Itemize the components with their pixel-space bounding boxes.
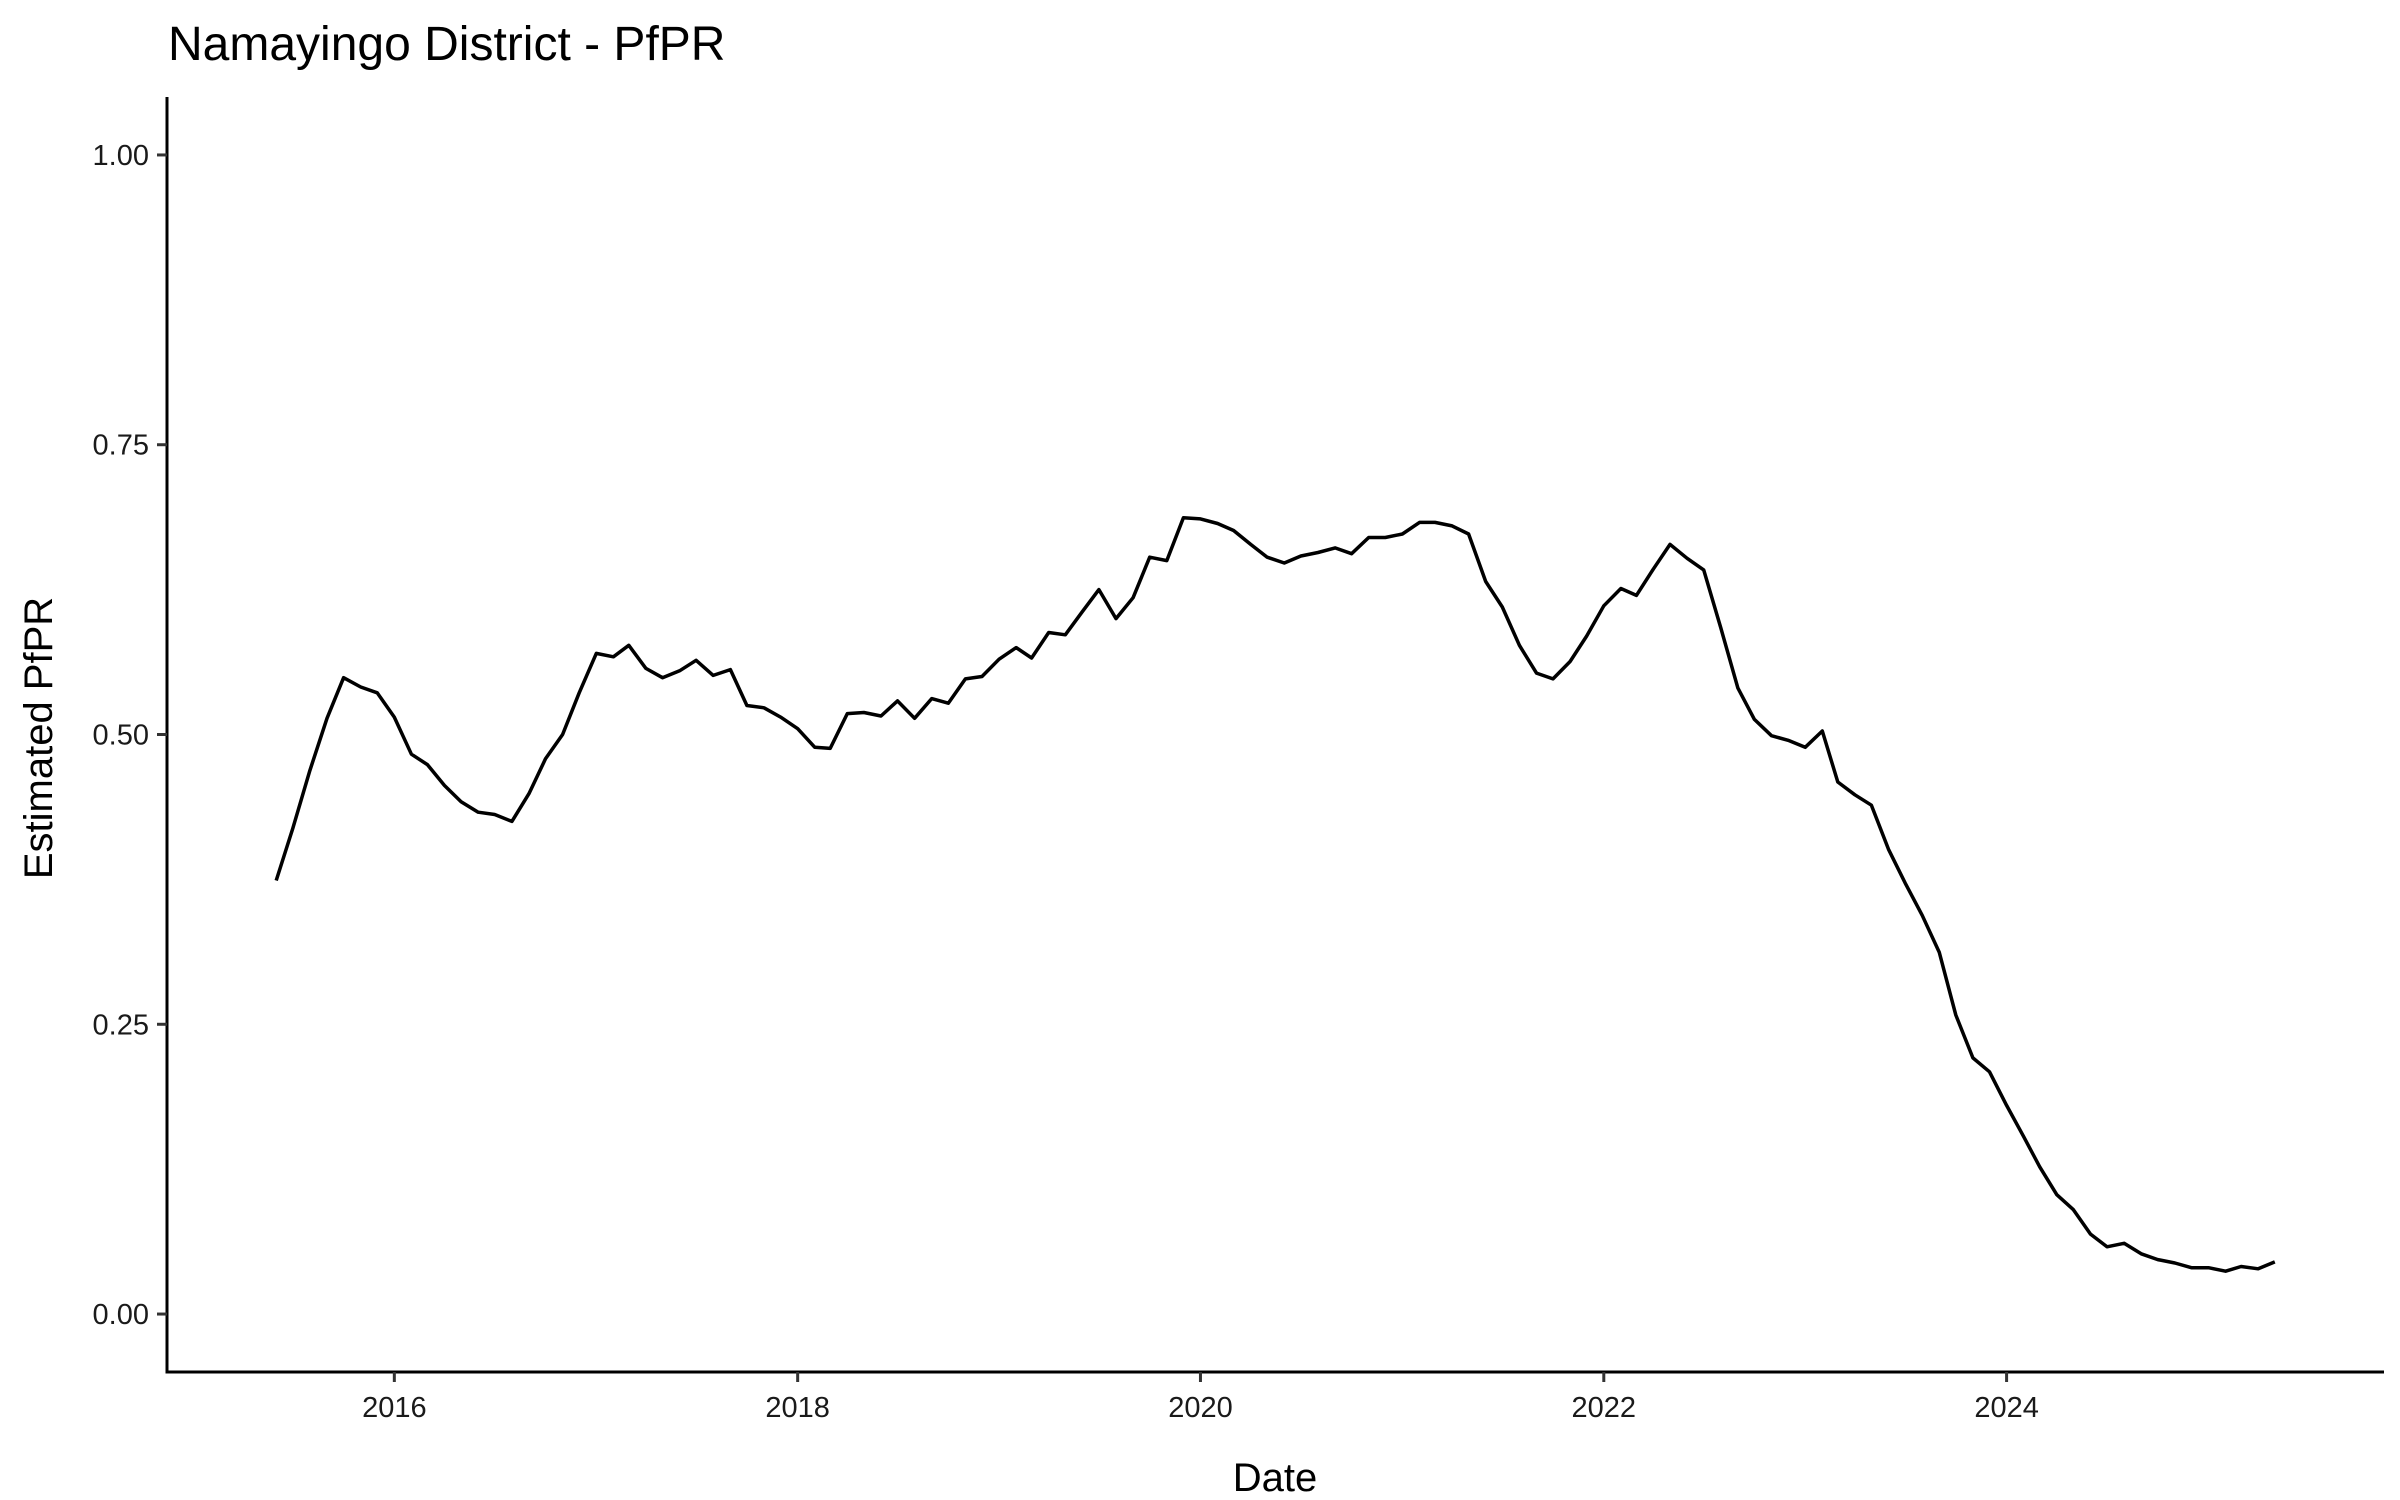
- series-line: [274, 516, 2276, 1273]
- series-group: [274, 516, 2276, 1273]
- y-tick-label: 0.25: [93, 1009, 149, 1041]
- y-axis-ticks: 0.00 0.25 0.50 0.75 1.00: [93, 140, 167, 1331]
- x-tick-label: 2020: [1168, 1392, 1233, 1424]
- chart-title: Namayingo District - PfPR: [168, 18, 725, 71]
- x-tick-label: 2024: [1974, 1392, 2039, 1424]
- x-tick-label: 2018: [765, 1392, 830, 1424]
- x-axis-ticks: 2016 2018 2020 2022 2024: [362, 1372, 2039, 1424]
- y-axis-title: Estimated PfPR: [17, 597, 61, 879]
- y-tick-label: 0.00: [93, 1299, 149, 1331]
- y-tick-label: 0.50: [93, 720, 149, 752]
- y-tick-label: 0.75: [93, 430, 149, 462]
- x-tick-label: 2022: [1572, 1392, 1637, 1424]
- x-axis-title: Date: [1233, 1456, 1318, 1500]
- y-tick-label: 1.00: [93, 140, 149, 172]
- x-tick-label: 2016: [362, 1392, 427, 1424]
